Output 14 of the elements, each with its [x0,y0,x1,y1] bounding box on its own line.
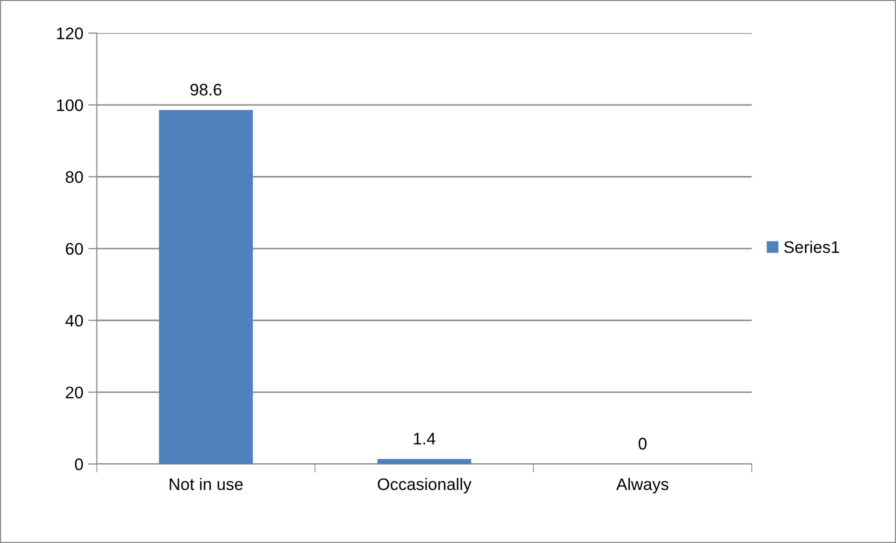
data-label: 98.6 [190,84,222,96]
x-tick-label: Not in use [170,478,243,490]
y-tick-label: 80 [66,171,83,183]
y-tick-label: 20 [66,386,83,398]
legend-label: Series1 [784,240,840,254]
y-tick-label: 60 [66,242,83,255]
y-tick-label: 40 [65,314,83,327]
y-tick-label: 0 [74,458,83,470]
data-label: 1.4 [414,432,436,444]
data-label: 0 [638,438,647,450]
x-tick-label: Occasionally [378,478,472,494]
x-tick-label: Always [616,478,668,494]
y-tick-label: 100 [57,99,83,112]
y-tick-label: 120 [57,28,83,40]
